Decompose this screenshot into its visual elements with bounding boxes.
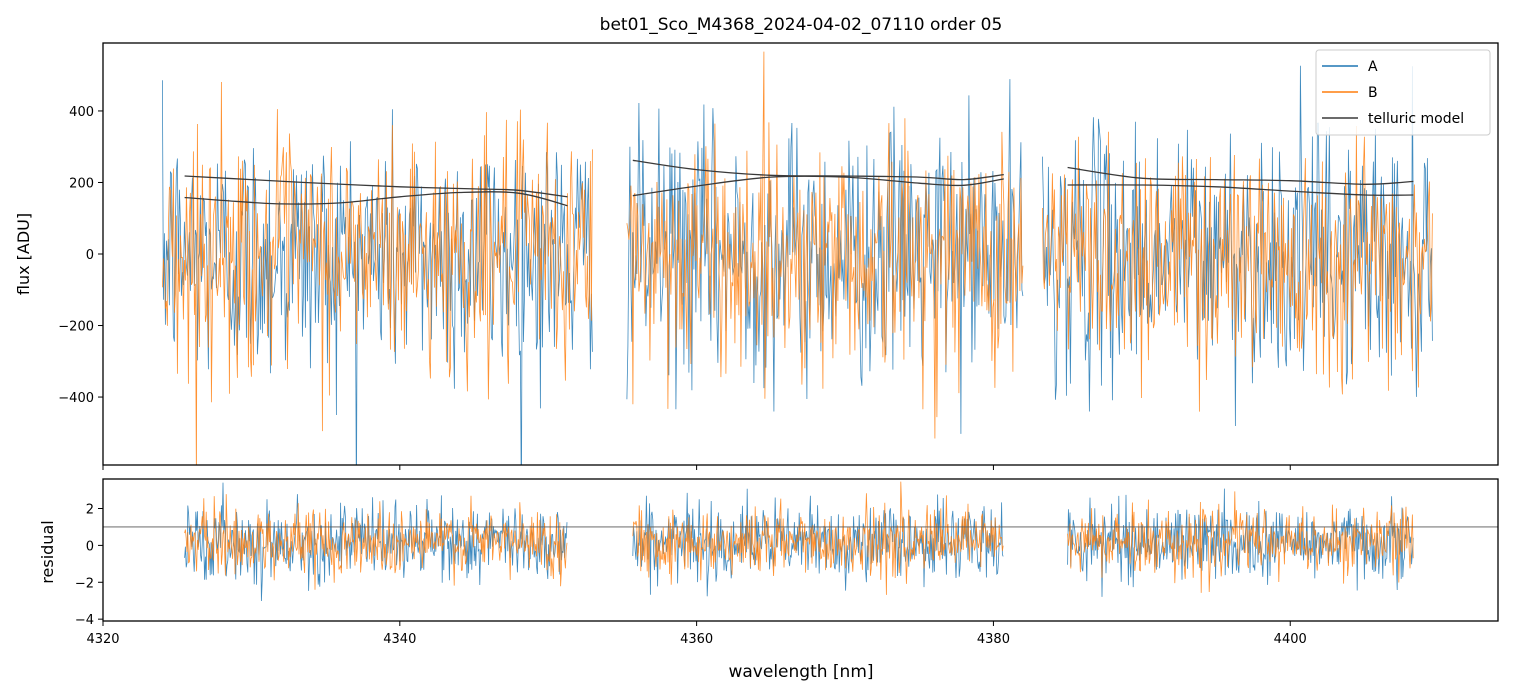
series-a-residual-segment-3	[1067, 488, 1414, 597]
chart-title: bet01_Sco_M4368_2024-04-02_07110 order 0…	[600, 15, 1003, 35]
series-b-flux-segment-2	[626, 51, 1024, 439]
telluric-model-curve-6	[1067, 184, 1414, 196]
legend-box	[1315, 49, 1491, 136]
flux-plot-area	[162, 51, 1433, 465]
legend-label-telluric: telluric model	[1368, 111, 1464, 127]
bottom-xtick-label: 4380	[977, 632, 1010, 647]
flux-axes-frame	[102, 42, 1499, 466]
series-b-flux-segment-3	[1042, 125, 1433, 412]
x-axis-label: wavelength [nm]	[728, 662, 873, 682]
series-a-flux-segment-1	[162, 80, 593, 465]
residual-plot-area	[103, 481, 1498, 602]
top-ytick-label: 200	[69, 176, 94, 191]
telluric-model-curve-5	[1067, 166, 1414, 185]
top-ytick-label: 0	[86, 248, 94, 263]
telluric-model-curve-4	[632, 175, 1004, 197]
residual-axes-frame	[102, 478, 1499, 622]
telluric-model-curve-3	[632, 159, 1004, 181]
bottom-xtick-label: 4340	[383, 632, 416, 647]
bottom-ytick-label: −4	[75, 613, 94, 628]
bottom-y-axis-label: residual	[38, 520, 57, 583]
series-b-residual-segment-3	[1067, 491, 1414, 593]
legend-label-b: B	[1368, 85, 1378, 101]
legend: A B telluric model	[1315, 49, 1491, 136]
legend-label-a: A	[1368, 59, 1378, 75]
top-ytick-label: −400	[58, 391, 94, 406]
bottom-ytick-label: 0	[86, 539, 94, 554]
bottom-xtick-label: 4400	[1274, 632, 1307, 647]
telluric-model-curve-2	[184, 191, 568, 207]
series-b-residual-segment-1	[184, 494, 568, 590]
flux-axes: −400 −200 0 200 400	[58, 105, 1291, 470]
top-ytick-label: −200	[58, 320, 94, 335]
series-b-flux-segment-1	[162, 81, 593, 465]
bottom-ytick-label: 2	[86, 503, 94, 518]
telluric-model-curve-1	[184, 175, 568, 198]
bottom-xtick-label: 4360	[680, 632, 713, 647]
bottom-xtick-label: 4320	[86, 632, 119, 647]
top-ytick-label: 400	[69, 105, 94, 120]
top-y-axis-label: flux [ADU]	[14, 213, 33, 295]
series-a-flux-segment-2	[626, 79, 1024, 434]
residual-axes: −4 −2 0 2 4320 4340 4360 4380 4400	[75, 503, 1307, 647]
series-b-residual-segment-2	[632, 481, 1004, 595]
bottom-ytick-label: −2	[75, 576, 94, 591]
